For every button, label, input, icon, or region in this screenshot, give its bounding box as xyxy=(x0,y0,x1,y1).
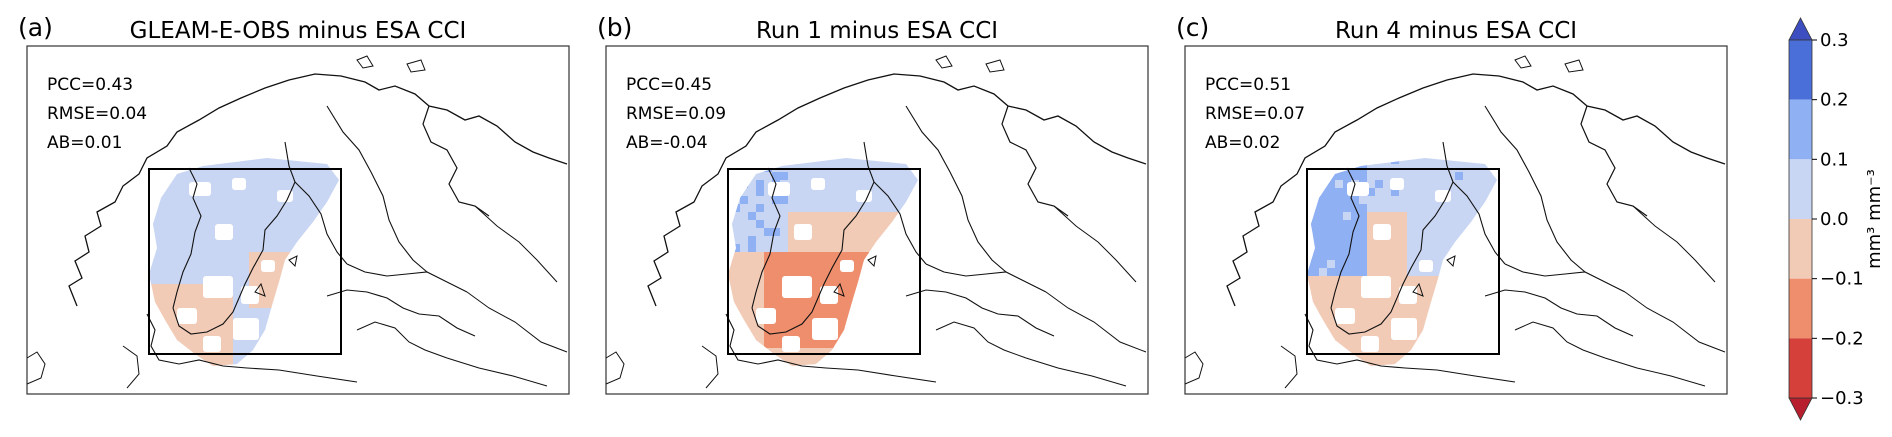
missing-data-patch xyxy=(811,178,825,190)
colorbar-bin xyxy=(1789,159,1812,219)
missing-data-patch xyxy=(189,182,211,196)
missing-data-patch xyxy=(1419,260,1433,272)
colorbar-tick-label: 0.3 xyxy=(1820,30,1849,51)
missing-data-patch xyxy=(241,286,259,304)
panel-letter: (c) xyxy=(1176,13,1209,42)
stat-label: RMSE=0.07 xyxy=(1205,104,1305,124)
colorbar-tick-label: 0.2 xyxy=(1820,90,1849,111)
panel-2: PCC=0.45 RMSE=0.09 AB=-0.04 xyxy=(605,45,1149,395)
missing-data-patch xyxy=(1361,276,1391,298)
panel-title: GLEAM-E-OBS minus ESA CCI xyxy=(130,18,467,44)
missing-data-patch xyxy=(856,190,872,202)
stat-label: AB=0.01 xyxy=(47,133,122,153)
missing-data-patch xyxy=(1399,286,1417,304)
study-region-box xyxy=(1306,168,1500,355)
panel-3: PCC=0.51 RMSE=0.07 AB=0.02 xyxy=(1184,45,1728,395)
missing-data-patch xyxy=(756,308,776,324)
missing-data-patch xyxy=(794,224,812,240)
stat-label: RMSE=0.04 xyxy=(47,104,147,124)
stat-label: AB=-0.04 xyxy=(626,133,708,153)
colorbar-bin xyxy=(1789,338,1812,398)
colorbar-unit-label: mm³ mm⁻³ xyxy=(1864,169,1885,269)
missing-data-patch xyxy=(1391,318,1417,340)
missing-data-patch xyxy=(215,224,233,240)
missing-data-patch xyxy=(261,260,275,272)
missing-data-patch xyxy=(1361,336,1379,352)
colorbar-extend-max xyxy=(1788,17,1813,41)
missing-data-patch xyxy=(812,318,838,340)
colorbar-bin xyxy=(1789,40,1812,100)
study-region-box xyxy=(148,168,342,355)
missing-data-patch xyxy=(1435,190,1451,202)
panel-1: PCC=0.43 RMSE=0.04 AB=0.01 xyxy=(26,45,570,395)
missing-data-patch xyxy=(1390,178,1404,190)
stat-label: AB=0.02 xyxy=(1205,133,1280,153)
colorbar-tick-label: −0.1 xyxy=(1820,269,1864,290)
missing-data-patch xyxy=(820,286,838,304)
colorbar-tick-label: 0.0 xyxy=(1820,209,1849,230)
missing-data-patch xyxy=(782,276,812,298)
colorbar: 0.3 0.2 0.1 0.0 −0.1 −0.2 −0.3 mm³ mm⁻³ xyxy=(1788,17,1885,421)
missing-data-patch xyxy=(1347,182,1369,196)
missing-data-patch xyxy=(203,336,221,352)
colorbar-tick-label: −0.3 xyxy=(1820,388,1864,409)
panel-title: Run 4 minus ESA CCI xyxy=(1335,18,1577,44)
missing-data-patch xyxy=(233,318,259,340)
colorbar-bin xyxy=(1789,99,1812,160)
stat-label: PCC=0.45 xyxy=(626,75,712,95)
missing-data-patch xyxy=(768,182,790,196)
colorbar-tick-label: 0.1 xyxy=(1820,149,1849,170)
missing-data-patch xyxy=(840,260,854,272)
colorbar-extend-min xyxy=(1788,397,1813,421)
colorbar-tick-label: −0.2 xyxy=(1820,328,1864,349)
missing-data-patch xyxy=(1335,308,1355,324)
panel-letter: (a) xyxy=(18,13,53,42)
missing-data-patch xyxy=(203,276,233,298)
study-region-box xyxy=(727,168,921,355)
stat-label: PCC=0.43 xyxy=(47,75,133,95)
missing-data-patch xyxy=(782,336,800,352)
missing-data-patch xyxy=(177,308,197,324)
colorbar-bin xyxy=(1789,219,1812,279)
missing-data-patch xyxy=(277,190,293,202)
colorbar-bin xyxy=(1789,278,1812,339)
stat-label: RMSE=0.09 xyxy=(626,104,726,124)
missing-data-patch xyxy=(232,178,246,190)
stat-label: PCC=0.51 xyxy=(1205,75,1291,95)
panel-title: Run 1 minus ESA CCI xyxy=(756,18,998,44)
panel-letter: (b) xyxy=(597,13,632,42)
missing-data-patch xyxy=(1373,224,1391,240)
